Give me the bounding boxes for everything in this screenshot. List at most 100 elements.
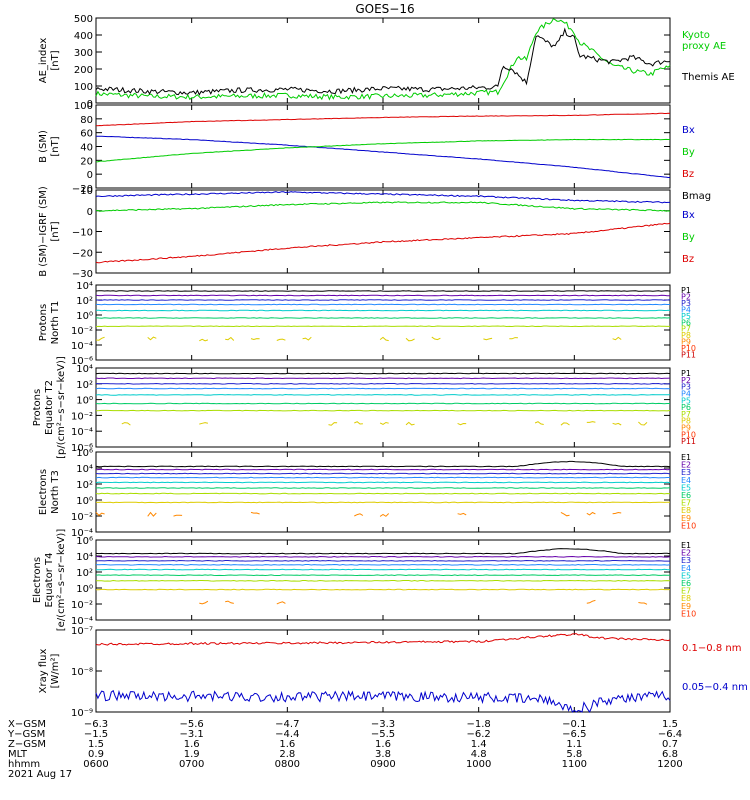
axis-row-label: MLT: [8, 749, 28, 760]
y-tick-label: 10²: [76, 380, 93, 391]
legend-entry-e5: E5: [681, 483, 691, 492]
channel-fragment-p8: [302, 336, 312, 341]
legend-entry-e9: E9: [681, 514, 691, 523]
panel-3: −30 −20 −10 0 10 B (SM)−IGRF (SM) [nT] Bx By Bz: [38, 186, 695, 280]
legend-entry-p9: P9: [681, 424, 691, 433]
y-tick-label: −30: [72, 269, 93, 280]
channel-line-p3: [95, 299, 671, 301]
y-axis-label: Equator T2: [44, 380, 55, 435]
y-tick-label: 10⁴: [76, 464, 93, 475]
legend-entry-bx: Bx: [682, 125, 695, 136]
series-group: [95, 112, 671, 178]
y-tick-label: 10⁻²: [71, 326, 93, 337]
channel-line-e2: [95, 555, 671, 558]
channel-fragment-e9: [457, 512, 467, 516]
axis-row-value: −1.5: [84, 729, 108, 740]
series-group: [95, 548, 671, 605]
axis-row-value: 0.9: [88, 749, 104, 760]
y-axis-label: Xray flux: [38, 649, 49, 694]
axis-row-value: 0800: [275, 759, 300, 770]
legend-entry-e3: E3: [681, 468, 691, 477]
channel-line-p2: [95, 294, 670, 297]
y-tick-label: 60: [80, 129, 93, 140]
channel-fragment-e9: [638, 602, 648, 605]
legend-entry-p5: P5: [681, 312, 691, 321]
channel-line-e3: [95, 559, 670, 562]
figure-title: GOES−16: [355, 2, 414, 16]
channel-line-e7: [96, 579, 671, 582]
series-line-0-05-0-4-nm: [95, 689, 671, 714]
axis-row-value: 1100: [562, 759, 587, 770]
channel-fragment-p8: [405, 337, 415, 342]
axis-row-value: 0900: [370, 759, 395, 770]
axis-row-value: 4.8: [471, 749, 487, 760]
y-tick-label: 300: [74, 48, 93, 59]
channel-fragment-p8: [379, 336, 389, 342]
channel-fragment-p8: [328, 422, 338, 426]
axis-row-value: −5.5: [371, 729, 395, 740]
y-axis-label: North T3: [50, 470, 61, 514]
axis-row-value: −0.1: [562, 719, 586, 730]
legend-entry-bmag: Bmag: [682, 191, 711, 202]
y-tick-label: 10²: [76, 568, 93, 579]
y-tick-label: −20: [72, 184, 93, 195]
panel-8: 10⁻⁹ 10⁻⁸ 10⁻⁷ Xray flux [W/m²] 0.1−0.8 nm 0.0…: [38, 626, 748, 719]
series-line-bz: [95, 112, 671, 127]
panel-frame: [95, 629, 671, 713]
legend-entry-e10: E10: [681, 609, 696, 618]
series-line-by: [95, 201, 671, 212]
y-tick-label: −10: [72, 228, 93, 239]
legend-entry-e1: E1: [681, 541, 691, 550]
legend-entry-e2: E2: [681, 549, 691, 558]
y-tick-label: 10⁻⁸: [71, 667, 93, 678]
axis-row-value: 6.8: [662, 749, 678, 760]
y-tick-label: 10⁻⁴: [71, 528, 93, 539]
axis-row-value: 1.4: [471, 739, 487, 750]
channel-fragment-e9: [586, 599, 596, 604]
channel-line-e3: [95, 472, 671, 475]
legend-entry-themis-ae: Themis AE: [681, 72, 735, 83]
y-axis-label: North T1: [50, 301, 61, 345]
channel-line-p1: [95, 290, 671, 292]
axis-row-value: 1.6: [184, 739, 200, 750]
legend-entry-p7: P7: [681, 325, 691, 334]
y-tick-label: 10⁴: [76, 281, 93, 292]
channel-line-p6: [95, 317, 671, 319]
panel-7: 10⁻⁴ 10⁻² 10⁰ 10² 10⁴ 10⁶ Electrons Equator T4[…: [32, 529, 696, 632]
channel-fragment-e9: [354, 513, 364, 517]
axis-row-value: −4.4: [275, 729, 299, 740]
panel-frame: [95, 17, 671, 104]
channel-fragment-p8: [405, 421, 415, 426]
y-axis-label: [nT]: [50, 136, 61, 156]
legend-entry-e8: E8: [681, 594, 691, 603]
legend-entry-p4: P4: [681, 305, 691, 314]
legend-entry-e7: E7: [681, 587, 691, 596]
axis-row-value: 1.6: [375, 739, 391, 750]
channel-fragment-e9: [250, 511, 260, 515]
axis-row-value: −3.1: [180, 729, 204, 740]
y-axis-label: Protons: [32, 389, 43, 426]
legend-entry-bz: Bz: [682, 169, 694, 180]
channel-line-e7: [95, 492, 671, 495]
y-axis-label: Electrons: [38, 469, 49, 515]
axis-row-value: −6.3: [84, 719, 108, 730]
legend-entry-p4: P4: [681, 389, 691, 398]
series-line-by: [95, 138, 670, 163]
y-tick-label: 10⁻²: [71, 512, 93, 523]
y-tick-label: 100: [74, 101, 93, 112]
date-label: 2021 Aug 17: [8, 769, 72, 780]
axis-row-value: −3.3: [371, 719, 395, 730]
axis-row-label: Y−GSM: [7, 729, 45, 740]
axis-row-value: 3.8: [375, 749, 391, 760]
channel-fragment-e9: [95, 512, 105, 517]
legend-entry-p8: P8: [681, 331, 691, 340]
channel-fragment-e9: [225, 600, 234, 604]
legend-entry-p11: P11: [681, 437, 696, 446]
y-tick-label: 10⁻²: [71, 411, 93, 422]
channel-fragment-p8: [612, 422, 622, 426]
